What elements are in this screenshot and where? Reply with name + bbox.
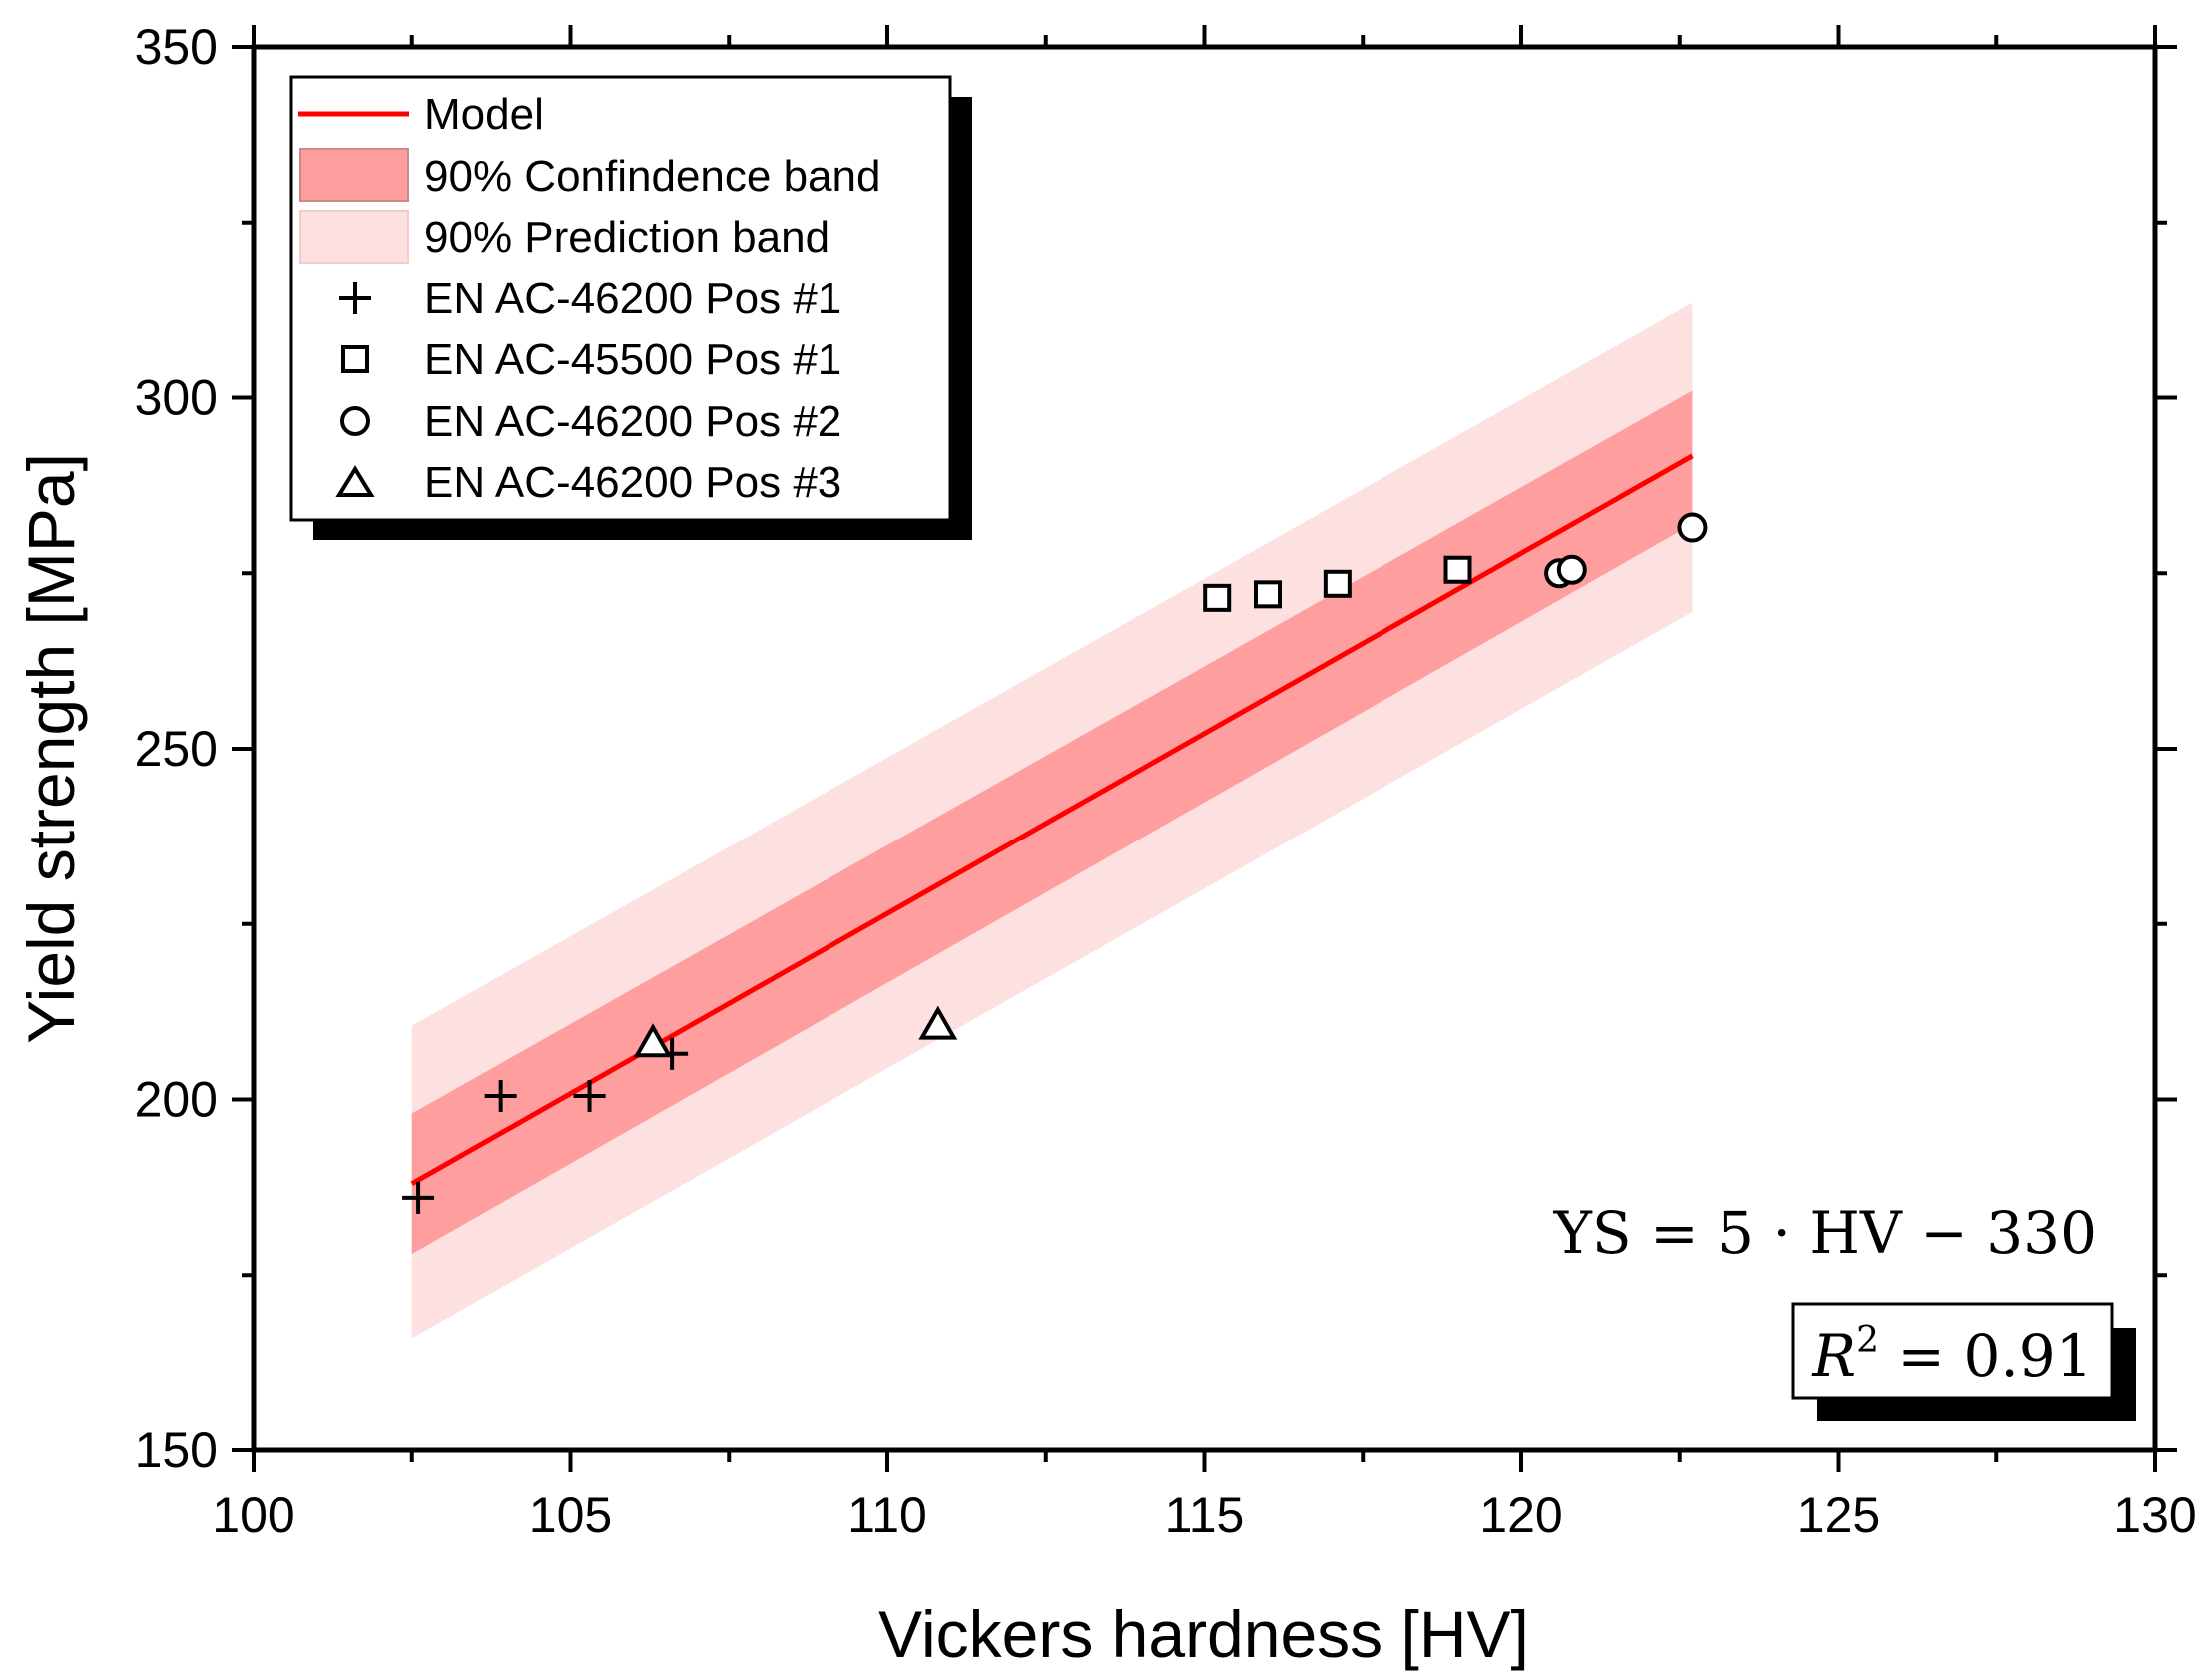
x-axis-label: Vickers hardness [HV] <box>878 1597 1529 1671</box>
y-tick-label: 150 <box>135 1422 218 1478</box>
y-tick-label: 200 <box>135 1072 218 1128</box>
legend-series-4-label: EN AC-46200 Pos #3 <box>424 458 841 507</box>
data-point-square <box>1203 583 1232 612</box>
model-line-layer <box>410 453 1694 1187</box>
legend-prediction-swatch <box>299 210 409 264</box>
y-axis-label: Yield strength [MPa] <box>14 453 88 1044</box>
x-tick-label: 110 <box>847 1487 927 1543</box>
data-point-triangle <box>918 1005 958 1040</box>
legend-series-2-label: EN AC-45500 Pos #1 <box>424 335 841 384</box>
r-squared-text: R2 = 0.91 <box>1811 1320 2092 1390</box>
y-tick-label: 250 <box>135 721 218 777</box>
model-line <box>410 453 1694 1187</box>
legend-model-label: Model <box>424 90 544 139</box>
x-tick-label: 115 <box>1165 1487 1245 1543</box>
data-point-plus <box>484 1079 517 1112</box>
x-tick-label: 120 <box>1479 1487 1562 1543</box>
marker-layer <box>402 512 1708 1214</box>
y-tick-label: 350 <box>135 19 218 75</box>
legend-square-marker <box>341 345 369 373</box>
y-axis: 150 200 250 300 350 <box>135 19 2177 1478</box>
data-point-plus <box>573 1079 606 1112</box>
legend-prediction-label: 90% Prediction band <box>424 213 829 262</box>
x-tick-label: 125 <box>1797 1487 1880 1543</box>
data-point-square <box>1443 555 1472 584</box>
legend-confidence-label: 90% Confindence band <box>424 152 880 201</box>
legend: Model 90% Confindence band 90% Predictio… <box>289 75 972 540</box>
data-point-circle <box>1556 554 1587 585</box>
equation-annotation: YS = 5 · HV − 330 <box>1553 1199 2097 1267</box>
x-axis: 100 105 110 115 120 125 130 <box>212 25 2197 1543</box>
legend-circle-marker <box>340 406 370 436</box>
data-point-circle <box>1677 512 1708 543</box>
x-tick-label: 100 <box>212 1487 294 1543</box>
y-tick-label: 300 <box>135 370 218 426</box>
data-point-square <box>1323 569 1352 598</box>
data-point-plus <box>402 1181 435 1214</box>
data-point-square <box>1254 580 1282 609</box>
legend-confidence-swatch <box>299 148 409 202</box>
x-tick-label: 130 <box>2113 1487 2196 1543</box>
legend-plus-marker <box>339 282 371 314</box>
x-tick-label: 105 <box>529 1487 612 1543</box>
legend-triangle-marker <box>335 465 375 497</box>
legend-series-1-label: EN AC-46200 Pos #1 <box>424 275 841 323</box>
r-squared-box <box>1791 1302 2114 1400</box>
r-squared-annotation: R2 = 0.91 <box>1791 1302 2136 1421</box>
data-point-triangle <box>633 1023 673 1058</box>
legend-series-3-label: EN AC-46200 Pos #2 <box>424 397 841 446</box>
